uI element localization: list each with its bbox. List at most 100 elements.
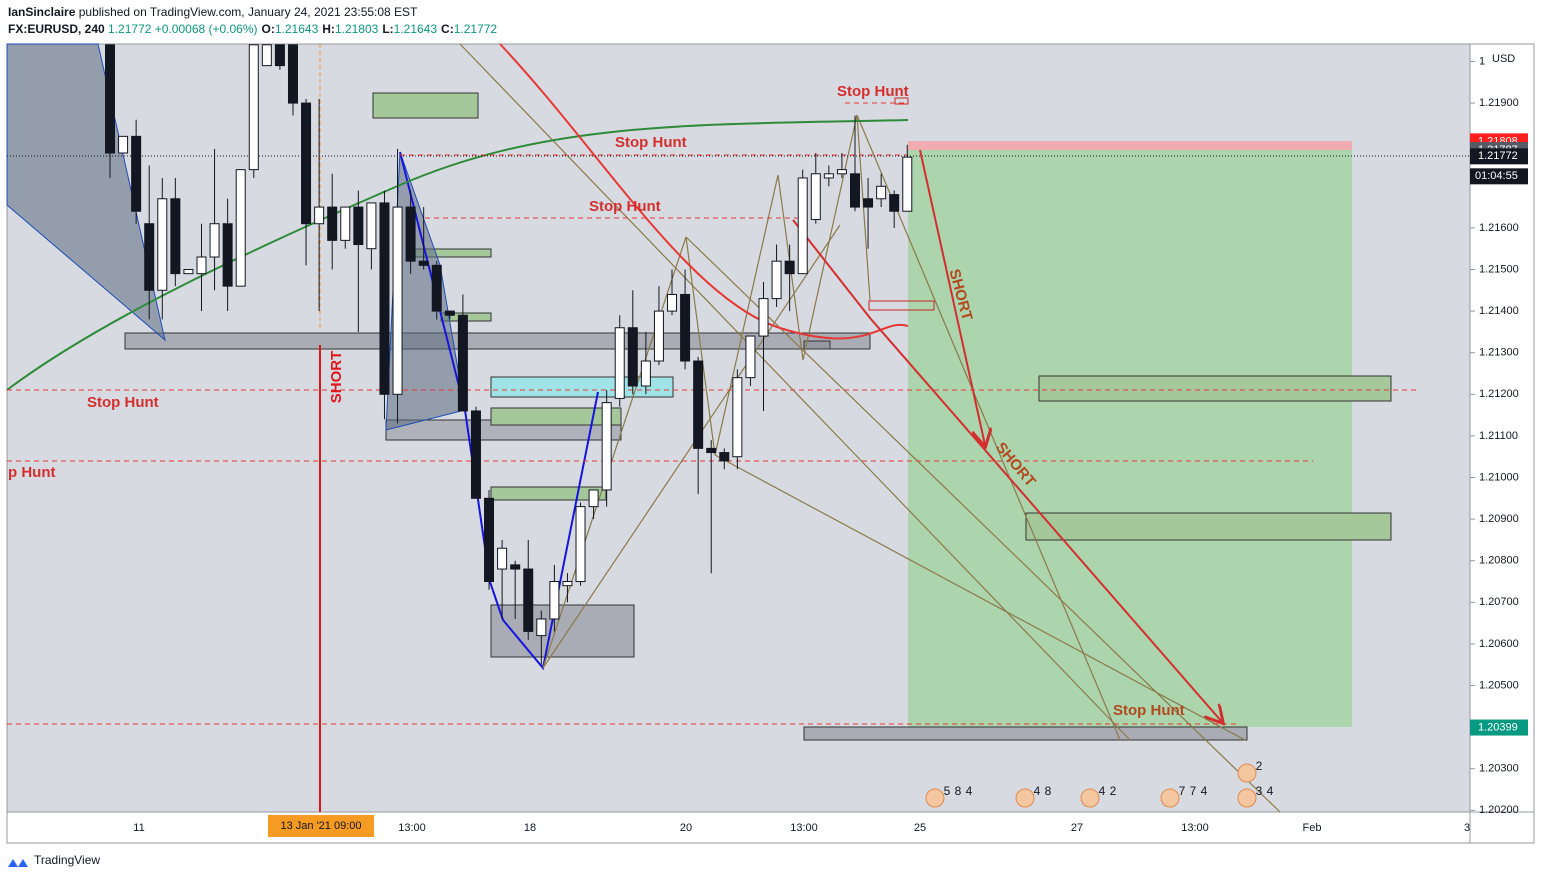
y-tick-label: 1.20900	[1479, 513, 1519, 525]
candle-body	[196, 256, 207, 275]
event-icon	[1160, 788, 1180, 808]
y-tick-label: 1.21000	[1479, 471, 1519, 483]
candle-body	[274, 44, 285, 67]
event-count: 7	[1190, 784, 1197, 798]
event-icon	[1015, 788, 1035, 808]
ma-red	[499, 43, 909, 340]
candle-body	[863, 198, 874, 208]
logo	[8, 859, 28, 867]
ohlc-key: C:	[441, 22, 454, 36]
y-tick-label: 1.21100	[1479, 430, 1518, 442]
event-count: 3	[1256, 784, 1263, 798]
candle-body	[431, 264, 442, 312]
event-count: 4	[966, 784, 973, 798]
candle-body	[653, 310, 664, 362]
candle-body	[823, 173, 834, 179]
candle-body	[353, 206, 364, 246]
event-count: 8	[1045, 784, 1052, 798]
price-tag-bg	[1470, 148, 1528, 165]
candle-body	[693, 360, 704, 449]
candle-body	[706, 447, 717, 454]
ohlc-value: 1.21643	[275, 22, 319, 36]
x-tick-label: 27	[1071, 822, 1083, 834]
candle-body	[314, 206, 325, 225]
currency: USD	[1492, 53, 1515, 65]
x-tick-label: 25	[914, 822, 926, 834]
candle-body	[536, 618, 547, 637]
candle-body	[170, 198, 181, 275]
candle-body	[497, 547, 508, 570]
y-tick-label: 1.20200	[1479, 804, 1519, 816]
candle-body	[444, 310, 455, 316]
candle-body	[849, 173, 860, 208]
candle-body	[902, 156, 913, 212]
stop-hunt-label: Stop Hunt	[1113, 702, 1185, 719]
price-tag: 1.21772	[1478, 150, 1518, 162]
candle-body	[118, 135, 129, 154]
y-tick-label: 1.21900	[1479, 97, 1519, 109]
x-tick-label: 13:00	[790, 822, 818, 834]
event-icon	[925, 788, 945, 808]
candle-body	[614, 327, 625, 399]
candle-body	[680, 293, 691, 362]
candle-body	[601, 402, 612, 491]
time-marker: 13 Jan '21 09:00	[280, 820, 361, 832]
ma-green	[6, 119, 909, 391]
candle-body	[889, 194, 900, 212]
candle-body	[287, 44, 298, 104]
ohlc-value: 1.21772	[454, 22, 498, 36]
y-tick-label: 1.20700	[1479, 596, 1519, 608]
y-tick-label: 1.20800	[1479, 555, 1519, 567]
ohlc-key: O:	[262, 22, 275, 36]
candle-body	[771, 260, 782, 300]
stop-hunt-label: Stop Hunt	[589, 198, 661, 215]
candle-body	[745, 335, 756, 379]
candle-body	[810, 173, 821, 221]
candle-body	[209, 223, 220, 258]
brand: TradingView	[34, 853, 100, 867]
candle-body	[876, 185, 887, 200]
candle-body	[758, 298, 769, 337]
candle-body	[562, 581, 573, 587]
x-tick-label: 11	[133, 822, 144, 834]
y-tick-label: 1.21600	[1479, 222, 1519, 234]
change: +0.00068 (+0.06%)	[155, 22, 258, 36]
stop-zone	[908, 141, 1352, 150]
candle-body	[392, 206, 403, 395]
price-tag-bg	[1470, 719, 1528, 736]
candle-body	[640, 360, 651, 387]
candle-body	[327, 206, 338, 241]
candle-body	[575, 506, 586, 583]
price-tag: 1.20399	[1478, 721, 1518, 733]
header-line-2: FX:EURUSD, 240 1.21772 +0.00068 (+0.06%)…	[8, 22, 497, 36]
countdown: 01:04:55	[1475, 170, 1518, 182]
stop-hunt-label: Stop Hunt	[615, 134, 687, 151]
ohlc-key: L:	[382, 22, 393, 36]
candle-body	[261, 44, 272, 67]
y-tick-label: 1.21300	[1479, 347, 1519, 359]
x-tick-label: 18	[524, 822, 536, 834]
y-tick-label: 1.20300	[1479, 763, 1519, 775]
x-tick-label: 3	[1464, 822, 1470, 834]
x-tick-label: Feb	[1303, 822, 1322, 834]
y-tick-label: 1.20500	[1479, 679, 1519, 691]
candle-body	[301, 102, 312, 225]
candle-body	[379, 202, 390, 395]
arrows	[792, 149, 1222, 722]
stop-hunt-label: Stop Hunt	[87, 394, 159, 411]
time-marker-bg	[268, 815, 374, 837]
stop-hunt-label: Stop Hunt	[837, 83, 909, 100]
y-tick-label: 1.21400	[1479, 305, 1519, 317]
candle-body	[457, 314, 468, 412]
candle-body	[588, 489, 599, 508]
symbol: FX:EURUSD, 240	[8, 22, 105, 36]
candle-body	[510, 564, 521, 570]
published: published on TradingView.com, January 24…	[79, 5, 418, 19]
pattern-left	[6, 43, 166, 342]
event-count: 8	[955, 784, 962, 798]
event-count: 4	[1201, 784, 1208, 798]
countdown-bg	[1470, 168, 1528, 185]
author: IanSinclaire	[8, 5, 76, 19]
